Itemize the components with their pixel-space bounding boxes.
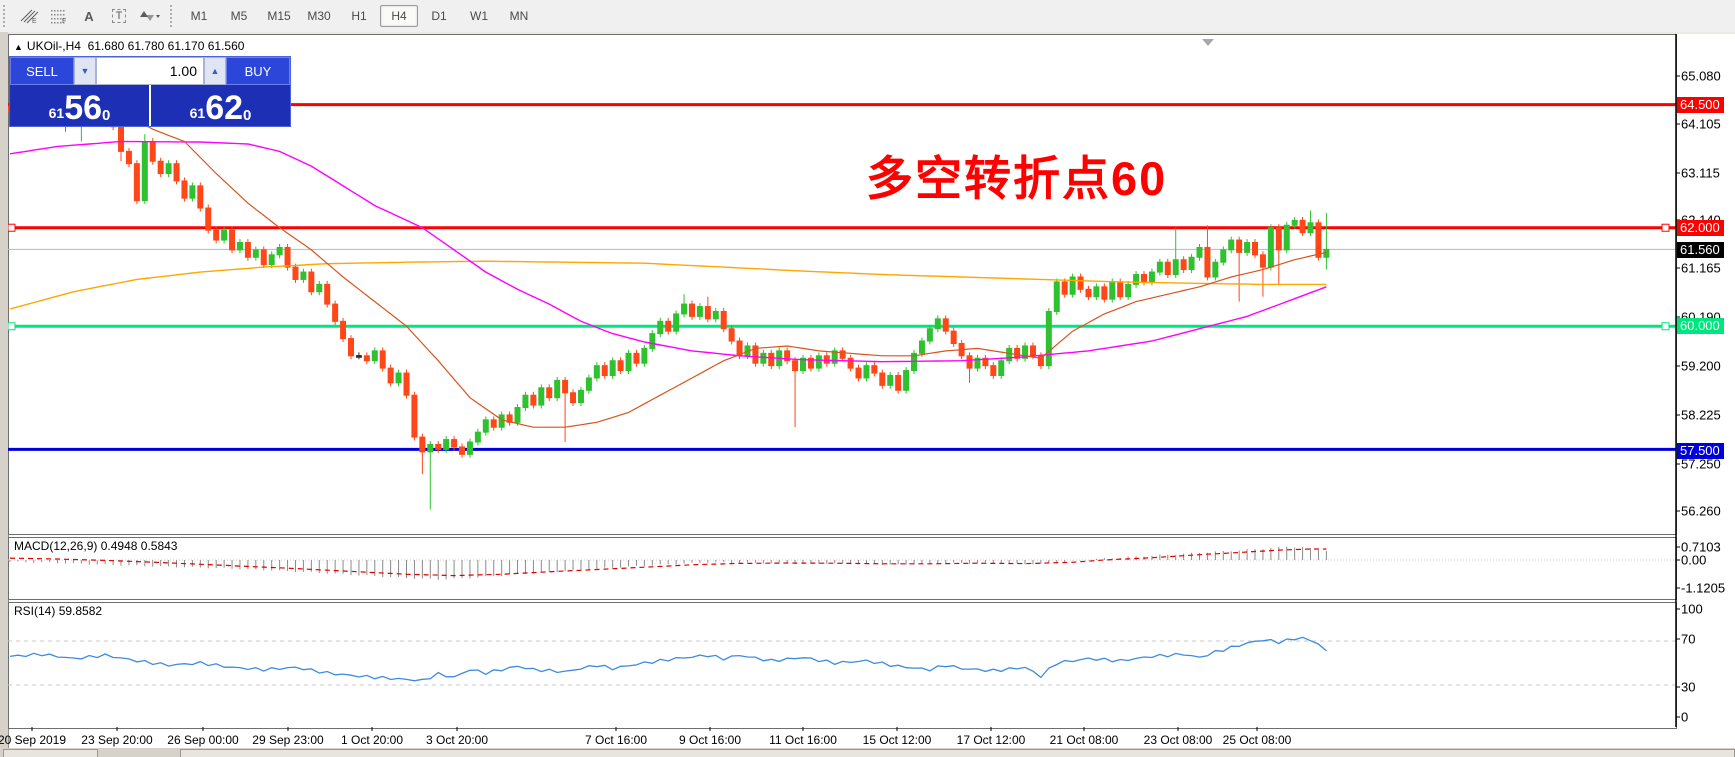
timeframe-button-d1[interactable]: D1 xyxy=(431,9,447,23)
time-tick-label: 29 Sep 23:00 xyxy=(252,733,324,747)
trade-panel-price-row: 61 56 0 61 62 0 xyxy=(10,85,290,126)
price-tick-label: 56.260 xyxy=(1681,503,1721,519)
rsi-axis-label: 70 xyxy=(1681,631,1696,647)
collapse-triangle-icon[interactable]: ▲ xyxy=(14,42,23,52)
expert-chart-icon-button[interactable]: E xyxy=(14,3,44,29)
sell-price-big: 56 xyxy=(64,89,103,128)
timeframe-button-m1[interactable]: M1 xyxy=(190,9,208,23)
price-tick-label: 63.115 xyxy=(1681,165,1720,181)
macd-label: MACD(12,26,9) 0.4948 0.5843 xyxy=(14,539,178,553)
macd-plot[interactable] xyxy=(8,546,1676,580)
price-tick-label: 64.105 xyxy=(1681,116,1721,132)
macd-axis-label: -1.1205 xyxy=(1681,580,1726,596)
buy-price-sup: 0 xyxy=(243,107,252,124)
minimized-window[interactable] xyxy=(180,749,1735,757)
time-tick-label: 25 Oct 08:00 xyxy=(1222,733,1292,747)
time-tick-label: 23 Sep 20:00 xyxy=(81,733,153,747)
timeframe-button-m5[interactable]: M5 xyxy=(230,9,248,23)
rsi-value: 59.8582 xyxy=(58,604,103,618)
text-a-icon-button[interactable]: A xyxy=(84,8,94,24)
price-tick-label: 58.225 xyxy=(1681,407,1721,423)
time-tick-label: 3 Oct 20:00 xyxy=(425,733,489,747)
trade-panel-top-row: SELL ▼ 1.00 ▲ BUY xyxy=(10,57,290,85)
macd-main-value: 0.4948 xyxy=(100,539,138,553)
window-top-border xyxy=(8,32,1735,34)
timeframe-button-w1[interactable]: W1 xyxy=(470,9,488,23)
time-tick-label: 17 Oct 12:00 xyxy=(956,733,1026,747)
timeframe-button-group: M1 M5 M15 M30 H1 H4 D1 W1 MN xyxy=(179,5,539,27)
rsi-axis-label: 0 xyxy=(1681,709,1689,725)
one-click-trading-panel: SELL ▼ 1.00 ▲ BUY 61 56 0 61 62 0 xyxy=(9,56,291,127)
price-line-tag-64.500: 64.500 xyxy=(1677,97,1724,113)
timeframe-button-m15[interactable]: M15 xyxy=(267,9,291,23)
time-tick-label: 20 Sep 2019 xyxy=(0,733,67,747)
time-tick-label: 1 Oct 20:00 xyxy=(340,733,404,747)
sell-price-small: 61 xyxy=(48,105,65,121)
symbol-period-label: UKOil-,H4 xyxy=(26,39,81,53)
toolbar-drag-handle[interactable] xyxy=(3,5,10,27)
chart-text-annotation[interactable]: 多空转折点60 xyxy=(866,152,1168,205)
volume-decrease-button[interactable]: ▼ xyxy=(74,57,96,85)
chart-header: ▲ UKOil-,H4 61.680 61.780 61.170 61.560 xyxy=(14,39,244,53)
volume-increase-button[interactable]: ▲ xyxy=(204,57,226,85)
timeframe-button-h1[interactable]: H1 xyxy=(351,9,367,23)
rsi-plot[interactable] xyxy=(8,636,1676,686)
macd-axis-label: 0.00 xyxy=(1681,552,1707,568)
text-box-icon-button[interactable]: T xyxy=(104,3,134,29)
buy-price-small: 61 xyxy=(189,105,206,121)
volume-input[interactable]: 1.00 xyxy=(96,57,204,85)
macd-signal-value: 0.5843 xyxy=(140,539,178,553)
time-tick-label: 15 Oct 12:00 xyxy=(862,733,932,747)
ma_magenta-line xyxy=(9,140,1327,363)
ohlc-values: 61.680 61.780 61.170 61.560 xyxy=(87,39,245,53)
price-tick-label: 61.165 xyxy=(1681,260,1721,276)
price-tick-label: 65.080 xyxy=(1681,68,1721,84)
sell-price-display[interactable]: 61 56 0 xyxy=(10,85,151,126)
price-line-tag-61.560: 61.560 xyxy=(1677,242,1724,258)
ma_red-line xyxy=(9,84,1327,428)
svg-text:E: E xyxy=(32,18,37,24)
minimized-window[interactable] xyxy=(3,749,98,757)
rsi-label: RSI(14) 59.8582 xyxy=(14,604,103,618)
sell-price-sup: 0 xyxy=(102,107,111,124)
time-tick-label: 26 Sep 00:00 xyxy=(167,733,239,747)
timeframe-button-h4[interactable]: H4 xyxy=(380,5,418,27)
price-tick-label: 57.250 xyxy=(1681,456,1721,472)
grid-f-icon-button[interactable]: F xyxy=(44,3,74,29)
main-chart-plot[interactable] xyxy=(8,84,1677,510)
time-tick-label: 21 Oct 08:00 xyxy=(1049,733,1119,747)
timeframe-button-mn[interactable]: MN xyxy=(509,9,529,23)
sell-button[interactable]: SELL xyxy=(10,57,74,85)
time-tick-label: 23 Oct 08:00 xyxy=(1143,733,1213,747)
time-tick-label: 11 Oct 16:00 xyxy=(769,733,837,747)
rsi-axis-label: 30 xyxy=(1681,679,1696,695)
buy-price-big: 62 xyxy=(205,89,244,128)
price-line-tag-62.000: 62.000 xyxy=(1677,220,1724,236)
toolbar-separator xyxy=(170,5,173,27)
price-tick-label: 59.200 xyxy=(1681,358,1721,374)
price-line-tag-60.000: 60.000 xyxy=(1677,318,1724,334)
time-tick-label: 7 Oct 16:00 xyxy=(584,733,648,747)
ma_orange-line xyxy=(9,260,1327,310)
macd-axis-label: 0.7103 xyxy=(1681,539,1721,555)
buy-button[interactable]: BUY xyxy=(226,57,290,85)
price-line-tag-57.500: 57.500 xyxy=(1677,443,1724,459)
chart-shift-marker[interactable] xyxy=(1202,39,1214,46)
buy-price-display[interactable]: 61 62 0 xyxy=(151,85,290,126)
timeframe-button-m30[interactable]: M30 xyxy=(307,9,331,23)
time-tick-label: 9 Oct 16:00 xyxy=(678,733,742,747)
rsi-axis-label: 100 xyxy=(1681,601,1703,617)
svg-text:F: F xyxy=(62,18,66,24)
rsi-line xyxy=(9,636,1327,682)
macd-signal-line xyxy=(9,548,1327,577)
arrows-dropdown-icon-button[interactable] xyxy=(134,3,164,29)
